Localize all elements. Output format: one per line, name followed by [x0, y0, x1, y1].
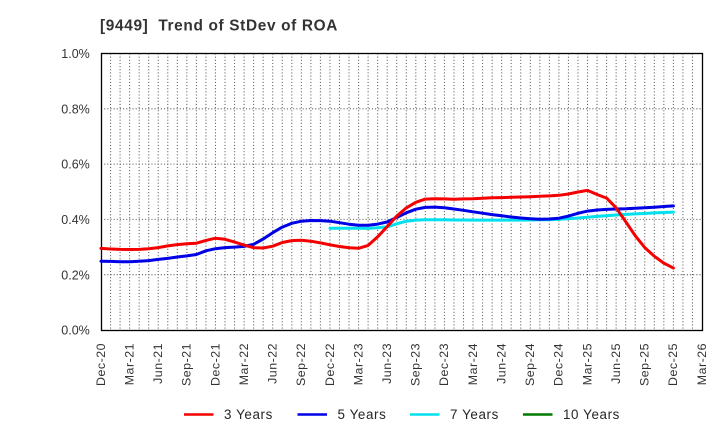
svg-text:0.2%: 0.2% — [61, 268, 90, 282]
svg-text:[9449] Trend of StDev of ROA: [9449] Trend of StDev of ROA — [100, 18, 338, 35]
svg-text:3 Years: 3 Years — [224, 407, 273, 422]
svg-text:7 Years: 7 Years — [450, 407, 499, 422]
svg-text:Dec-20: Dec-20 — [94, 343, 108, 386]
svg-text:Dec-25: Dec-25 — [666, 343, 680, 386]
svg-text:Mar-22: Mar-22 — [237, 343, 251, 385]
svg-text:Mar-21: Mar-21 — [122, 343, 136, 385]
svg-text:0.6%: 0.6% — [61, 158, 90, 172]
svg-text:Sep-24: Sep-24 — [523, 343, 537, 386]
svg-text:10 Years: 10 Years — [563, 407, 620, 422]
svg-text:0.0%: 0.0% — [61, 324, 90, 338]
svg-text:Jun-22: Jun-22 — [266, 343, 280, 384]
svg-text:Sep-23: Sep-23 — [409, 343, 423, 386]
svg-text:Sep-21: Sep-21 — [180, 343, 194, 386]
svg-text:Dec-22: Dec-22 — [323, 343, 337, 386]
svg-text:0.4%: 0.4% — [61, 213, 90, 227]
svg-text:Sep-25: Sep-25 — [638, 343, 652, 386]
svg-text:Jun-21: Jun-21 — [151, 343, 165, 384]
svg-text:Dec-24: Dec-24 — [552, 343, 566, 386]
svg-text:Sep-22: Sep-22 — [294, 343, 308, 386]
svg-text:Mar-24: Mar-24 — [466, 343, 480, 385]
svg-text:5 Years: 5 Years — [338, 407, 387, 422]
svg-text:Jun-23: Jun-23 — [380, 343, 394, 384]
svg-text:Mar-23: Mar-23 — [351, 343, 365, 385]
svg-text:Dec-23: Dec-23 — [437, 343, 451, 386]
svg-text:0.8%: 0.8% — [61, 102, 90, 116]
svg-text:Dec-21: Dec-21 — [208, 343, 222, 386]
svg-text:Jun-25: Jun-25 — [609, 343, 623, 384]
svg-text:1.0%: 1.0% — [61, 47, 90, 61]
svg-text:Mar-25: Mar-25 — [580, 343, 594, 385]
svg-text:Mar-26: Mar-26 — [695, 343, 709, 385]
svg-text:Jun-24: Jun-24 — [495, 343, 509, 384]
